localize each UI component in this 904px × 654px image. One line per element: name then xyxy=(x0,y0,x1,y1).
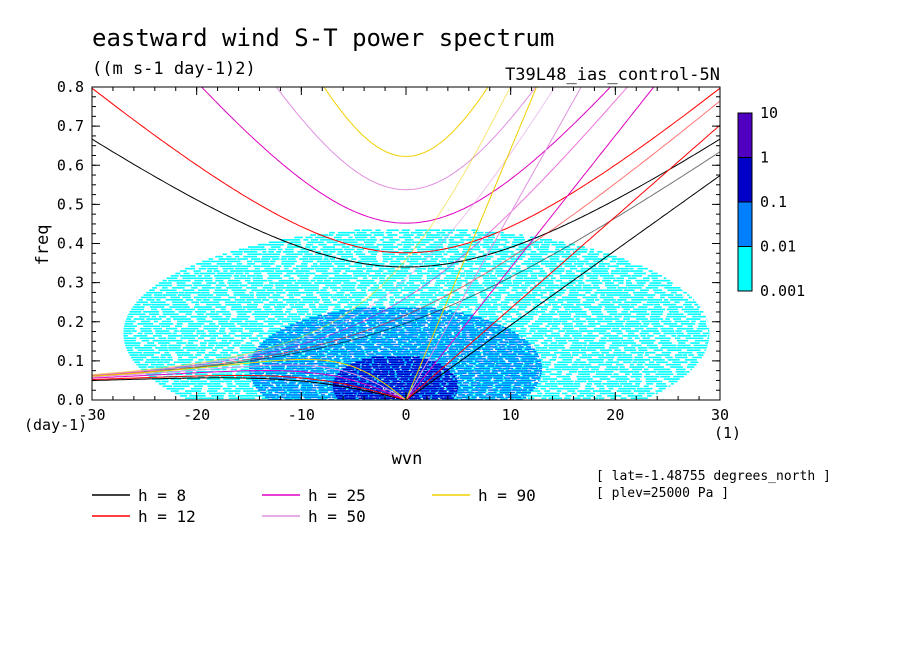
kelvin-h-90 xyxy=(405,87,538,400)
dispersion-curves xyxy=(92,87,720,400)
dispersion-h-90 xyxy=(92,87,538,400)
plot-area xyxy=(92,87,720,400)
mrg-h-50 xyxy=(92,87,556,376)
y-tick-label: 0.0 xyxy=(57,391,84,409)
colorbar-label: 1 xyxy=(760,149,769,167)
power-region-0.1 xyxy=(332,356,459,400)
x-tick-label: -10 xyxy=(288,406,315,424)
kelvin-h-8 xyxy=(405,175,720,400)
chart-subtitle: ((m s-1 day-1)2) xyxy=(92,59,256,79)
y-tick-label: 0.3 xyxy=(57,274,84,292)
x-tick-label: 20 xyxy=(606,406,624,424)
axes: -30 -20 -10 0 10 20 30 0.0 0.1 0.2 0.3 0.4 0.5 0.6 0.7… xyxy=(57,78,729,424)
y-tick-label: 0.6 xyxy=(57,156,84,174)
experiment-label: T39L48_ias_control-5N xyxy=(505,65,720,85)
legend: h = 8 h = 12 h = 25 h = 50 h = 90 xyxy=(92,486,536,526)
gravity-n1-h-50 xyxy=(275,87,537,191)
legend-label-h-12: h = 12 xyxy=(138,507,196,526)
y-tick-label: 0.1 xyxy=(57,352,84,370)
dispersion-h-50 xyxy=(92,87,582,400)
colorbar-label: 0.1 xyxy=(760,193,787,211)
rossby-h-8 xyxy=(92,377,407,400)
mrg-h-12 xyxy=(92,100,720,377)
y-tick-label: 0.7 xyxy=(57,117,84,135)
x-tick-label: 30 xyxy=(711,406,729,424)
legend-label-h-25: h = 25 xyxy=(308,486,366,505)
y-tick-label: 0.8 xyxy=(57,78,84,96)
legend-label-h-90: h = 90 xyxy=(478,486,536,505)
y-tick-label: 0.5 xyxy=(57,195,84,213)
colorbar-segment xyxy=(737,246,753,292)
colorbar: 0.001 0.01 0.1 1 10 xyxy=(737,104,805,300)
rossby-h-12 xyxy=(92,375,407,400)
colorbar-segment xyxy=(737,157,753,203)
x-tick-label: -20 xyxy=(183,406,210,424)
legend-label-h-50: h = 50 xyxy=(308,507,366,526)
gravity-n1-h-8 xyxy=(92,138,720,268)
rossby-h-90 xyxy=(92,358,407,400)
y-tick-label: 0.2 xyxy=(57,313,84,331)
colorbar-label: 0.01 xyxy=(760,238,796,256)
x-tick-label: -30 xyxy=(78,406,105,424)
y-tick-label: 0.4 xyxy=(57,235,84,253)
gravity-n1-h-90 xyxy=(323,87,489,157)
y-unit-label: (day-1) xyxy=(24,416,87,434)
x-axis-label: wvn xyxy=(392,449,423,469)
gravity-n1-h-12 xyxy=(92,87,720,254)
kelvin-h-50 xyxy=(405,87,582,400)
chart-title: eastward wind S-T power spectrum xyxy=(92,24,554,52)
info-plev: [ plev=25000 Pa ] xyxy=(596,486,729,501)
mrg-h-90 xyxy=(92,87,511,376)
legend-label-h-8: h = 8 xyxy=(138,486,186,505)
dispersion-h-12 xyxy=(92,87,720,400)
rossby-h-25 xyxy=(92,370,407,400)
kelvin-h-12 xyxy=(405,124,720,400)
x-unit-label: (1) xyxy=(714,424,741,442)
colorbar-label: 10 xyxy=(760,104,778,122)
y-axis-label: freq xyxy=(33,225,53,266)
kelvin-h-25 xyxy=(405,87,655,400)
gravity-n1-h-25 xyxy=(200,87,612,224)
dispersion-h-25 xyxy=(92,87,655,400)
x-tick-label: 0 xyxy=(401,406,410,424)
info-lat: [ lat=-1.48755 degrees_north ] xyxy=(596,469,831,484)
colorbar-segment xyxy=(737,112,753,158)
colorbar-label: 0.001 xyxy=(760,282,805,300)
colorbar-segment xyxy=(737,201,753,247)
rossby-h-50 xyxy=(92,364,407,400)
mrg-h-25 xyxy=(92,87,629,376)
x-tick-label: 10 xyxy=(502,406,520,424)
power-spectrum-heatmap xyxy=(123,229,710,400)
